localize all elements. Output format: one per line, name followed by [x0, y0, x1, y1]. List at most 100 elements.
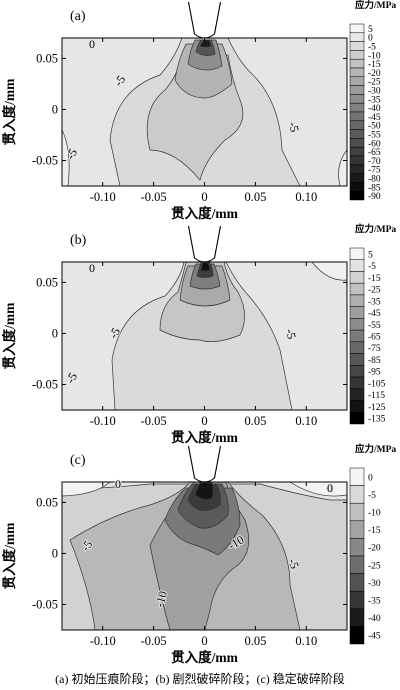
colorbar-swatch	[349, 146, 365, 157]
contour-label: 0	[327, 481, 333, 495]
colorbar-level-label: -10	[368, 509, 381, 519]
colorbar-swatch	[349, 259, 365, 272]
colorbar-level-label: -35	[368, 597, 381, 607]
colorbar-swatch	[349, 365, 365, 378]
colorbar-level-label: -105	[368, 379, 386, 389]
x-tick-label: -0.05	[141, 190, 167, 204]
contour-fills	[62, 262, 347, 410]
colorbar-level-label: -5	[368, 43, 376, 53]
colorbar-swatch	[349, 23, 365, 34]
colorbar-swatch	[349, 318, 365, 331]
colorbar-level-label: -45	[368, 632, 381, 642]
x-tick-label: -0.10	[90, 634, 116, 648]
colorbar-swatch	[349, 329, 365, 343]
colorbar-level-label: -75	[368, 166, 381, 176]
colorbar-level-label: -30	[368, 87, 381, 97]
colorbar-swatch	[349, 164, 365, 174]
indenter-outline	[187, 445, 222, 483]
colorbar-level-label: -30	[368, 579, 381, 589]
contour-label: -10	[152, 589, 170, 608]
colorbar-level-label: -125	[368, 403, 386, 413]
y-tick-label: 0.05	[36, 51, 58, 65]
colorbar-swatch	[349, 282, 365, 296]
colorbar-swatch	[349, 306, 365, 319]
x-axis-title: 贯入度/mm	[171, 429, 238, 445]
panel-label: (c)	[70, 453, 86, 468]
colorbar-level-label: -55	[368, 321, 381, 331]
contour-region	[62, 129, 70, 186]
colorbar-swatch	[349, 190, 365, 201]
colorbar-level-label: -25	[368, 286, 381, 296]
colorbar-title: 应力/MPa	[355, 0, 396, 11]
figure-caption: (a) 初始压痕阶段；(b) 剧烈破碎阶段；(c) 稳定破碎阶段	[55, 672, 345, 686]
colorbar-level-label: -95	[368, 368, 381, 378]
colorbar-level-label: 5	[368, 25, 373, 35]
y-tick-label: 0	[52, 326, 58, 340]
x-axis-title: 贯入度/mm	[171, 649, 238, 665]
y-tick-label: 0.05	[36, 495, 58, 509]
panel-a: 0-5-5-5-0.10 -0.05 0 0.05 0.10-0.0500.05贯入度/…	[1, 0, 396, 221]
colorbar-level-label: -85	[368, 356, 381, 366]
colorbar-level-label: -65	[368, 148, 381, 158]
panel-label: (b)	[70, 233, 87, 248]
colorbar-swatch	[349, 538, 365, 557]
colorbar-level-label: -20	[368, 544, 381, 554]
colorbar-level-label: -25	[368, 561, 381, 571]
colorbar-level-label: -60	[368, 139, 381, 149]
colorbar-swatch	[349, 58, 365, 69]
colorbar-swatch	[349, 271, 365, 284]
colorbar-swatch	[349, 94, 365, 104]
colorbar-level-label: -90	[368, 192, 381, 202]
colorbar-swatch	[349, 129, 365, 139]
x-tick-label: 0	[201, 634, 207, 648]
x-tick-label: 0.05	[244, 414, 266, 428]
colorbar-level-label: -45	[368, 309, 381, 319]
colorbar-swatch	[349, 85, 365, 95]
colorbar-swatch	[349, 485, 365, 504]
colorbar-swatch	[349, 50, 365, 60]
colorbar-swatch	[349, 155, 365, 166]
colorbar-level-label: -70	[368, 157, 381, 167]
contour-label: 0	[115, 477, 121, 491]
colorbar-level-label: -135	[368, 415, 386, 425]
colorbar-swatch	[349, 467, 365, 486]
colorbar-level-label: 0	[368, 473, 373, 483]
colorbar-level-label: -55	[368, 131, 381, 141]
y-axis-title: 贯入度/mm	[1, 302, 17, 369]
colorbar-level-label: 5	[368, 250, 373, 260]
colorbar-level-label: -10	[368, 51, 381, 61]
colorbar-level-label: -45	[368, 113, 381, 123]
colorbar-level-label: -115	[368, 391, 385, 401]
y-tick-label: -0.05	[32, 377, 58, 391]
colorbar-swatch	[349, 173, 365, 183]
colorbar-swatch	[349, 388, 365, 401]
colorbar-level-label: -5	[368, 491, 376, 501]
colorbar-swatch	[349, 102, 365, 113]
panel-c: 0 0-5-5-10-10-0.10 -0.05 0 0.05 0.10-0.0500.0…	[1, 443, 396, 665]
indenter-outline	[187, 225, 222, 263]
colorbar-swatch	[349, 120, 365, 130]
x-axis-title: 贯入度/mm	[171, 205, 238, 221]
x-tick-label: -0.10	[90, 414, 116, 428]
x-tick-label: 0.10	[295, 634, 317, 648]
colorbar-swatch	[349, 555, 365, 574]
x-tick-label: 0	[201, 190, 207, 204]
contour-fills	[62, 38, 347, 186]
colorbar-level-label: -35	[368, 95, 381, 105]
x-tick-label: 0.05	[244, 190, 266, 204]
contour-label: 0	[89, 37, 95, 51]
colorbar-swatch	[349, 76, 365, 86]
colorbar-level-label: -20	[368, 69, 381, 79]
y-tick-label: 0	[52, 546, 58, 560]
colorbar-level-label: -35	[368, 297, 381, 307]
colorbar-swatch	[349, 520, 365, 539]
colorbar-swatch	[349, 573, 365, 592]
x-tick-label: -0.05	[141, 634, 167, 648]
colorbar-level-label: -80	[368, 175, 381, 185]
y-tick-label: -0.05	[32, 597, 58, 611]
y-tick-label: 0.05	[36, 275, 58, 289]
colorbar-level-label: -15	[368, 526, 381, 536]
contour-region	[200, 262, 211, 272]
colorbar-swatch	[349, 590, 365, 610]
contour-region	[338, 149, 347, 186]
